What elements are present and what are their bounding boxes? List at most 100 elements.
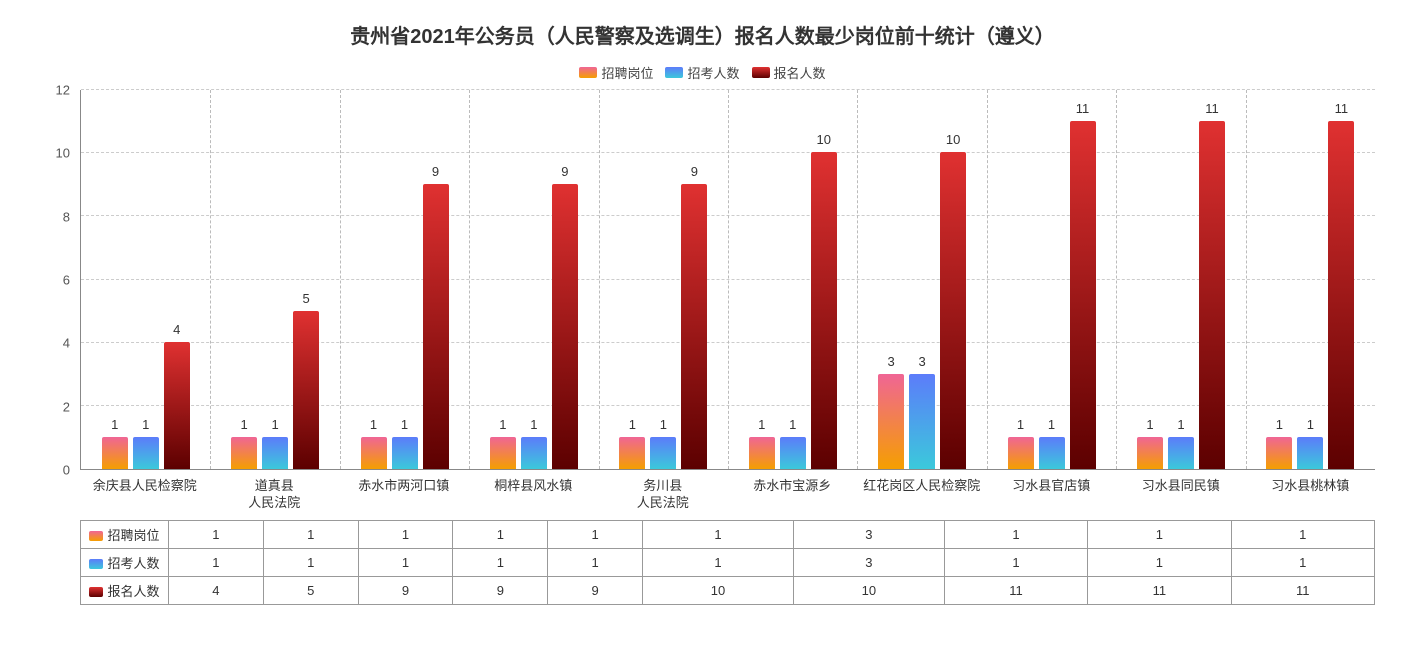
table-cell: 1 [453, 548, 548, 576]
bar: 11 [1199, 121, 1225, 469]
bar: 1 [1168, 437, 1194, 469]
bar: 3 [909, 374, 935, 469]
y-tick: 0 [63, 463, 70, 478]
bar: 9 [552, 184, 578, 469]
table-cell: 1 [358, 520, 453, 548]
x-axis-labels: 余庆县人民检察院道真县人民法院赤水市两河口镇桐梓县风水镇务川县人民法院赤水市宝源… [80, 470, 1375, 520]
table-cell: 1 [1231, 520, 1374, 548]
chart-container: 贵州省2021年公务员（人民警察及选调生）报名人数最少岗位前十统计（遵义） 招聘… [30, 20, 1375, 605]
bar-value-label: 5 [302, 291, 309, 306]
table-row-header: 报名人数 [81, 576, 169, 604]
plot-row: 024681012 114115119119119111033101111111… [30, 90, 1375, 470]
x-axis-label: 务川县人民法院 [598, 470, 728, 520]
bar: 1 [133, 437, 159, 469]
table-row: 招聘岗位1111113111 [81, 520, 1375, 548]
bar: 1 [780, 437, 806, 469]
bar-value-label: 1 [789, 417, 796, 432]
table-cell: 1 [169, 548, 264, 576]
bar-value-label: 11 [1335, 101, 1349, 116]
table-cell: 1 [1088, 548, 1231, 576]
bar-value-label: 9 [432, 164, 439, 179]
x-axis-label: 赤水市宝源乡 [728, 470, 858, 520]
bar: 1 [749, 437, 775, 469]
bar-group: 114 [81, 90, 210, 469]
table-cell: 1 [548, 520, 643, 548]
table-cell: 1 [643, 520, 794, 548]
data-table: 招聘岗位1111113111招考人数1111113111报名人数45999101… [80, 520, 1375, 605]
table-cell: 9 [548, 576, 643, 604]
table-cell: 10 [793, 576, 944, 604]
bar: 1 [619, 437, 645, 469]
bar-value-label: 1 [499, 417, 506, 432]
y-tick: 4 [63, 336, 70, 351]
legend-swatch [665, 67, 683, 78]
bar-group: 1 1 9 [340, 90, 469, 469]
table-cell: 4 [169, 576, 264, 604]
bar-group: 119 [469, 90, 598, 469]
legend-swatch [579, 67, 597, 78]
bar-value-label: 1 [629, 417, 636, 432]
table-cell: 1 [1231, 548, 1374, 576]
table-cell: 1 [263, 520, 358, 548]
table-cell: 1 [358, 548, 453, 576]
bar: 3 [878, 374, 904, 469]
table-cell: 11 [1231, 576, 1374, 604]
bar-group: 1111 [1246, 90, 1375, 469]
plot-area: 11411511911911911103310111111111111 [80, 90, 1375, 470]
y-tick: 12 [56, 83, 70, 98]
table-cell: 1 [944, 520, 1087, 548]
bar: 10 [811, 152, 837, 469]
chart-title: 贵州省2021年公务员（人民警察及选调生）报名人数最少岗位前十统计（遵义） [30, 20, 1375, 49]
y-tick: 10 [56, 146, 70, 161]
table-cell: 9 [453, 576, 548, 604]
bar-value-label: 1 [530, 417, 537, 432]
bar-group: 3310 [857, 90, 986, 469]
bar-value-label: 1 [370, 417, 377, 432]
bar: 9 [681, 184, 707, 469]
table-cell: 10 [643, 576, 794, 604]
bar: 1 [102, 437, 128, 469]
table-cell: 1 [263, 548, 358, 576]
bar-value-label: 1 [401, 417, 408, 432]
y-tick: 8 [63, 209, 70, 224]
bar-value-label: 10 [946, 132, 960, 147]
bar: 1 [1137, 437, 1163, 469]
x-axis-label: 余庆县人民检察院 [80, 470, 210, 520]
row-swatch [89, 531, 103, 541]
row-swatch [89, 559, 103, 569]
table-cell: 11 [1088, 576, 1231, 604]
table-cell: 9 [358, 576, 453, 604]
x-axis-label: 赤水市两河口镇 [339, 470, 469, 520]
table-cell: 3 [793, 548, 944, 576]
bar: 1 [1039, 437, 1065, 469]
bar: 11 [1070, 121, 1096, 469]
bar-group: 119 [599, 90, 728, 469]
table-cell: 1 [548, 548, 643, 576]
x-axis-label: 习水县同民镇 [1116, 470, 1246, 520]
table-cell: 1 [169, 520, 264, 548]
bar-value-label: 1 [1276, 417, 1283, 432]
table-row: 招考人数1111113111 [81, 548, 1375, 576]
bar-value-label: 3 [919, 354, 926, 369]
table-cell: 1 [944, 548, 1087, 576]
bar-value-label: 1 [1307, 417, 1314, 432]
legend-label: 招考人数 [687, 63, 739, 82]
x-axis-label: 道真县人民法院 [210, 470, 340, 520]
bar: 1 [650, 437, 676, 469]
y-tick: 6 [63, 273, 70, 288]
x-axis-label: 红花岗区人民检察院 [857, 470, 987, 520]
bar: 1 [1008, 437, 1034, 469]
bar-value-label: 11 [1205, 101, 1219, 116]
legend-label: 报名人数 [774, 63, 826, 82]
bar-value-label: 1 [758, 417, 765, 432]
bar: 1 [1266, 437, 1292, 469]
bar: 5 [293, 311, 319, 469]
bar-group: 1111 [1116, 90, 1245, 469]
bar-group: 1110 [728, 90, 857, 469]
chart-legend: 招聘岗位招考人数报名人数 [30, 63, 1375, 82]
bar: 4 [164, 342, 190, 469]
legend-swatch [752, 67, 770, 78]
x-axis-label: 习水县桃林镇 [1246, 470, 1376, 520]
x-axis-label: 桐梓县风水镇 [469, 470, 599, 520]
x-axis-label: 习水县官店镇 [987, 470, 1117, 520]
